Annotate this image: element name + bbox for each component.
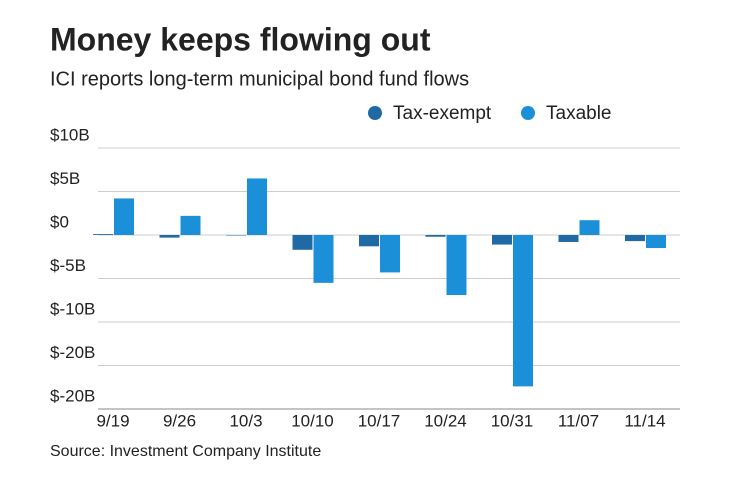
bar [558,235,579,242]
bar [513,235,533,387]
x-tick-label: 9/26 [163,411,196,430]
y-tick-label: $0 [50,212,69,231]
source: Source: Investment Company Institute [50,443,321,460]
bar [380,235,400,273]
x-tick-label: 10/3 [229,411,262,430]
y-tick-label: $-20B [50,343,95,362]
bar [180,215,201,235]
legend-swatch [521,106,535,120]
x-tick-label: 11/07 [558,411,599,430]
bar [159,235,180,238]
bar [247,178,267,235]
bar [446,235,467,296]
bar [646,235,666,249]
bar [292,235,313,250]
x-tick-label: 10/31 [491,411,534,430]
x-tick-label: 11/14 [624,411,665,430]
legend-label: Taxable [546,103,612,124]
bar [226,235,246,236]
y-tick-label: $10B [50,125,90,144]
chart-title: Money keeps flowing out [50,21,431,57]
bar [492,235,512,245]
bar [359,235,379,247]
legend-label: Tax-exempt [393,103,492,124]
bar [114,198,134,235]
bar [579,220,600,235]
y-tick-label: $-10B [50,299,95,318]
x-tick-label: 10/24 [424,411,467,430]
bar [313,235,334,283]
chart-subtitle: ICI reports long-term municipal bond fun… [50,68,469,90]
y-tick-label: $5B [50,169,80,188]
x-tick-label: 10/10 [291,411,334,430]
x-tick-label: 9/19 [96,411,129,430]
y-tick-label: $-5B [50,256,86,275]
bar [93,234,113,235]
legend-swatch [368,106,382,120]
bar [625,235,645,242]
y-tick-label: $-20B [50,386,95,405]
x-tick-label: 10/17 [358,411,401,430]
bar [425,235,446,237]
